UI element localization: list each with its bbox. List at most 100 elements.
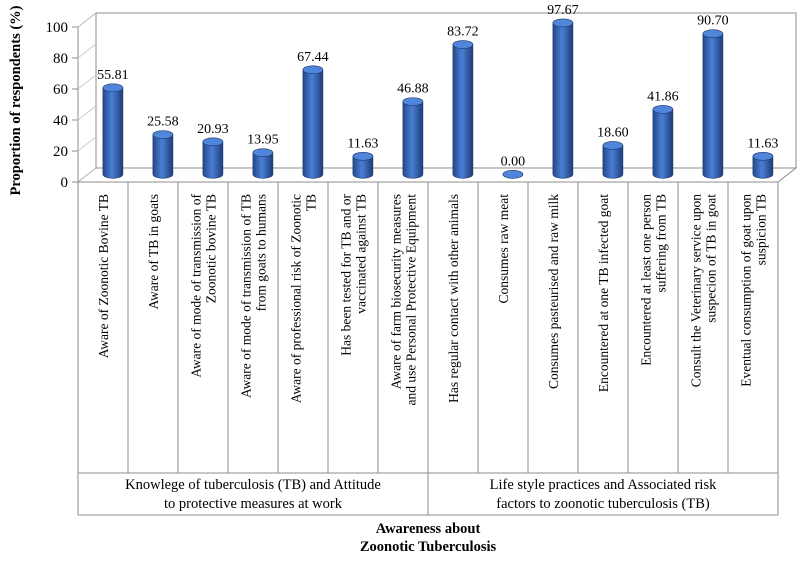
group-label: to protective measures at work <box>164 496 343 512</box>
group-label: factors to zoonotic tuberculosis (TB) <box>496 496 710 512</box>
data-label: 55.81 <box>97 68 129 83</box>
bar-top <box>252 148 274 157</box>
group-label: Life style practices and Associated risk <box>490 477 717 493</box>
category-label: Consult the Veterinary service upon <box>689 194 704 387</box>
bar-body <box>402 101 424 179</box>
bars <box>102 18 774 179</box>
category-label: Aware of TB in goats <box>146 194 161 310</box>
bar-top <box>402 97 424 106</box>
bar-top <box>452 40 474 49</box>
bar-top <box>502 170 524 179</box>
floor <box>76 167 798 183</box>
bar-body <box>152 134 174 179</box>
bar-top <box>352 151 374 161</box>
bar-top <box>752 151 774 161</box>
category-label: Eventual consumption of goat upon <box>739 194 754 387</box>
category-label: suspicion TB <box>754 194 769 265</box>
category-label: Has regular contact with other animals <box>446 194 461 403</box>
y-tick-label: 20 <box>53 144 68 160</box>
data-label: 97.67 <box>547 3 579 18</box>
bar-top <box>102 83 124 93</box>
category-label: suspecion of TB in goat <box>704 194 719 323</box>
labels: 0 20 40 60 80 100 Proportion of respondents (%… <box>8 3 778 555</box>
category-label: Has been tested for TB and or <box>339 194 354 356</box>
bar-12 <box>702 29 724 179</box>
bar-body <box>452 44 474 179</box>
category-label: Aware of farm biosecurity measures <box>389 194 404 389</box>
data-label: 0.00 <box>501 154 526 169</box>
bar-body <box>602 145 624 179</box>
data-label: 11.63 <box>747 136 778 151</box>
y-tick-depth <box>77 74 97 90</box>
category-label: Consumes raw meat <box>496 194 511 304</box>
category-label: Aware of mode of transmission of <box>189 194 204 378</box>
x-axis-title: Zoonotic Tuberculosis <box>360 539 497 555</box>
data-label: 41.86 <box>647 89 679 104</box>
x-axis-title: Awareness about <box>376 521 481 537</box>
y-tick-label: 40 <box>53 113 68 129</box>
bar-top <box>152 130 174 139</box>
bar-10 <box>602 141 624 179</box>
bar-body <box>252 152 274 179</box>
data-label: 46.88 <box>397 82 429 97</box>
category-label: Encountered at least one person <box>639 194 654 366</box>
bar-6 <box>402 97 424 179</box>
data-label: 11.63 <box>347 136 378 151</box>
bar-top <box>302 65 324 75</box>
data-label: 13.95 <box>247 133 279 148</box>
bar-5 <box>352 151 374 179</box>
bar-0 <box>102 83 124 179</box>
bar-7 <box>452 40 474 179</box>
bar-body <box>702 33 724 179</box>
data-label: 18.60 <box>597 125 629 140</box>
bar-13 <box>752 151 774 179</box>
category-label: Aware of professional risk of Zoonotic <box>289 194 304 403</box>
bar-body <box>102 87 124 179</box>
category-label: Encountered at one TB infected goat <box>596 194 611 392</box>
bar-top <box>652 105 674 114</box>
bar-3 <box>252 148 274 179</box>
bar-1 <box>152 130 174 179</box>
bar-top <box>552 18 574 28</box>
category-label: vaccinated against TB <box>354 194 369 314</box>
bar-8 <box>502 170 524 179</box>
bar-4 <box>302 65 324 179</box>
bar-top <box>702 29 724 39</box>
data-label: 90.70 <box>697 14 729 29</box>
bar-body <box>552 22 574 179</box>
y-axis-title: Proportion of respondents (%) <box>8 5 24 195</box>
bar-11 <box>652 105 674 179</box>
y-tick-label: 0 <box>61 175 69 191</box>
bar-body <box>752 155 774 179</box>
y-tick-depth <box>77 43 97 59</box>
bar-body <box>352 155 374 179</box>
bar-top <box>602 141 624 150</box>
data-label: 20.93 <box>197 122 229 137</box>
category-label: TB <box>304 194 319 211</box>
bar-top <box>202 137 224 147</box>
group-label: Knowlege of tuberculosis (TB) and Attitu… <box>125 477 381 493</box>
data-label: 25.58 <box>147 115 179 130</box>
y-tick-depth <box>77 105 97 121</box>
bar-9 <box>552 18 574 179</box>
y-tick-depth <box>77 167 97 183</box>
category-label: from goats to humans <box>254 194 269 311</box>
bar-body <box>202 141 224 179</box>
bar-body <box>652 109 674 179</box>
y-tick-depth <box>77 136 97 152</box>
side-wall <box>77 11 97 184</box>
category-label: and use Personal Protective Equipment <box>404 194 419 406</box>
back-wall <box>95 12 797 169</box>
data-label: 67.44 <box>297 50 329 65</box>
y-tick-depth <box>77 12 97 28</box>
category-label: suffering from TB <box>654 194 669 293</box>
category-label: Zoonotic bovine TB <box>204 194 219 303</box>
y-tick-label: 100 <box>46 20 69 36</box>
bar-body <box>302 69 324 179</box>
axes <box>72 11 798 516</box>
category-label: Aware of mode of transmission of TB <box>239 194 254 398</box>
bar-2 <box>202 137 224 179</box>
category-label: Aware of Zoonotic Bovine TB <box>96 194 111 358</box>
category-label: Consumes pasteurised and raw milk <box>546 194 561 389</box>
